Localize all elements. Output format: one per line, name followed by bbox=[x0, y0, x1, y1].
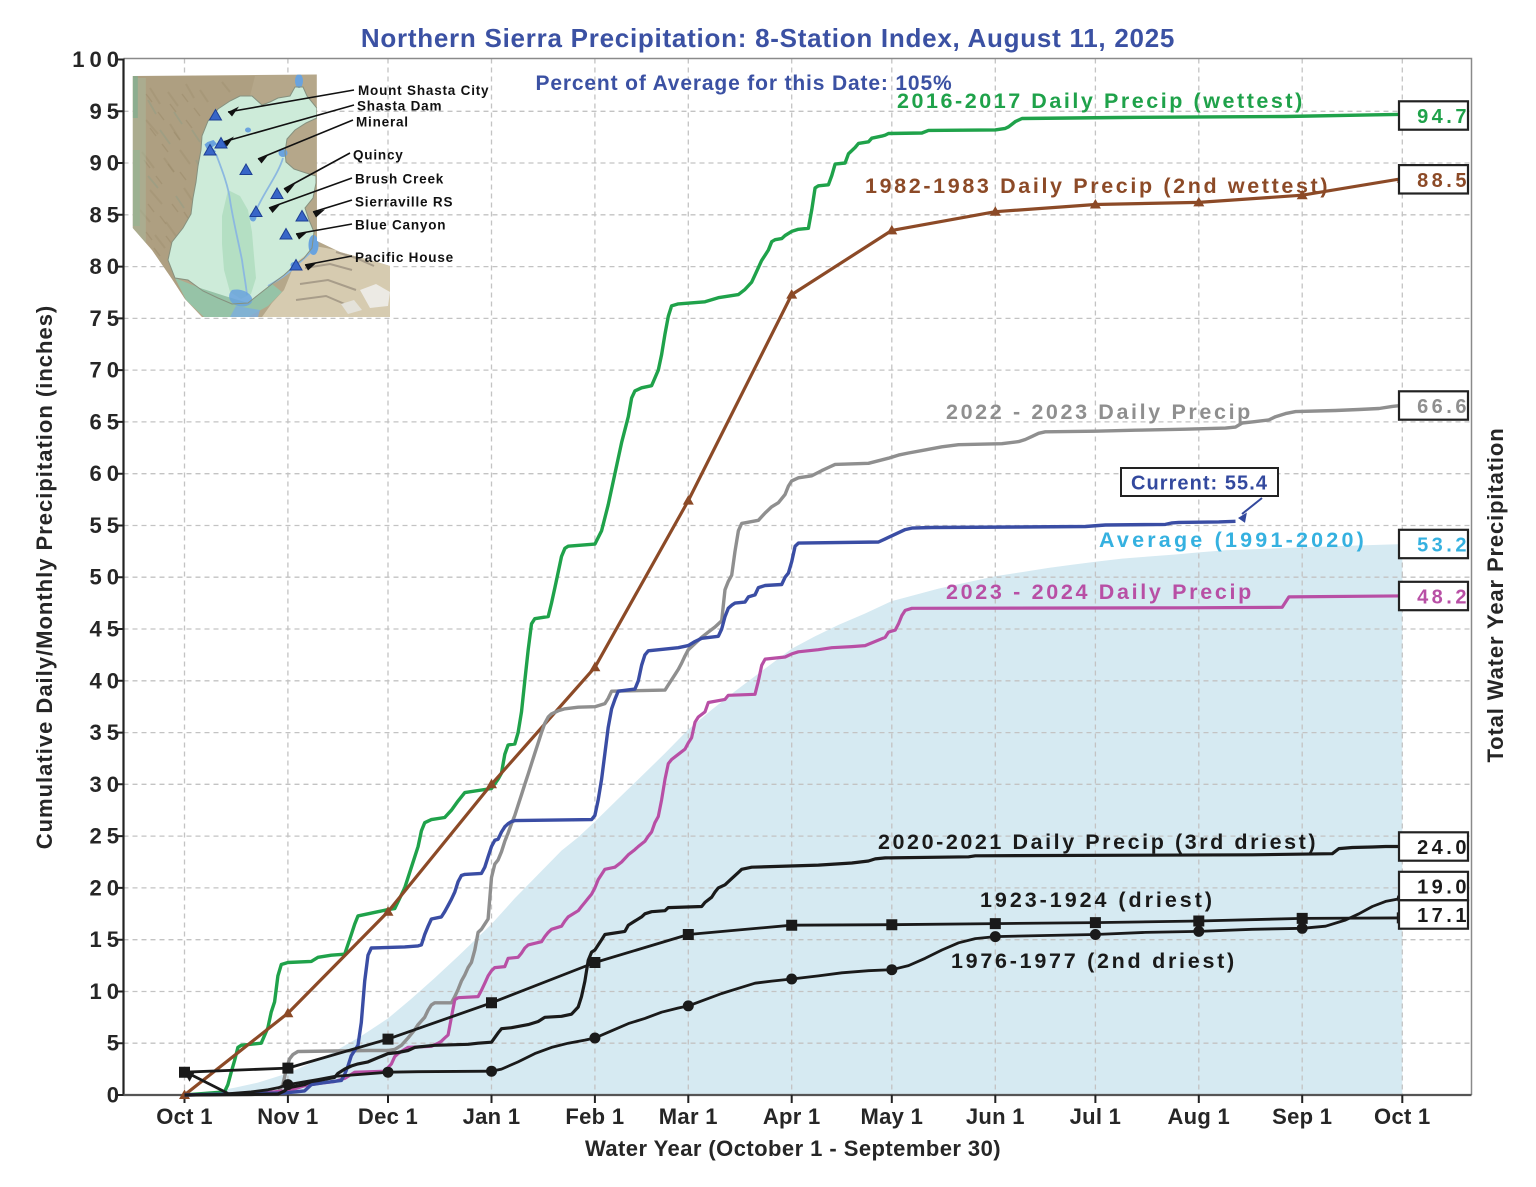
svg-text:Blue Canyon: Blue Canyon bbox=[355, 218, 446, 233]
svg-text:Current: 55.4: Current: 55.4 bbox=[1131, 473, 1268, 495]
svg-text:35: 35 bbox=[90, 720, 124, 745]
svg-text:90: 90 bbox=[90, 151, 124, 176]
svg-text:53.2: 53.2 bbox=[1417, 535, 1470, 557]
svg-text:Water Year (October 1 - Septem: Water Year (October 1 - September 30) bbox=[585, 1136, 1001, 1161]
svg-text:50: 50 bbox=[90, 565, 124, 590]
svg-text:Percent of Average for this Da: Percent of Average for this Date: 105% bbox=[535, 72, 952, 95]
svg-text:Quincy: Quincy bbox=[353, 148, 404, 163]
svg-text:Brush Creek: Brush Creek bbox=[355, 172, 444, 187]
svg-text:48.2: 48.2 bbox=[1417, 587, 1470, 609]
svg-text:95: 95 bbox=[90, 99, 124, 124]
svg-text:1923-1924 (driest): 1923-1924 (driest) bbox=[980, 888, 1215, 912]
svg-text:10: 10 bbox=[90, 979, 124, 1004]
svg-text:100: 100 bbox=[72, 47, 124, 72]
svg-text:15: 15 bbox=[90, 927, 124, 952]
svg-text:Shasta Dam: Shasta Dam bbox=[357, 99, 442, 114]
svg-text:Total Water Year Precipitation: Total Water Year Precipitation bbox=[1483, 427, 1508, 762]
svg-text:5: 5 bbox=[107, 1031, 124, 1056]
svg-text:Dec 1: Dec 1 bbox=[358, 1104, 418, 1129]
svg-text:Average (1991-2020): Average (1991-2020) bbox=[1099, 528, 1367, 552]
svg-text:88.5: 88.5 bbox=[1417, 170, 1470, 192]
svg-text:40: 40 bbox=[90, 668, 124, 693]
svg-text:94.7: 94.7 bbox=[1417, 106, 1470, 128]
svg-text:Jan 1: Jan 1 bbox=[463, 1104, 521, 1129]
svg-text:60: 60 bbox=[90, 461, 124, 486]
svg-text:Apr 1: Apr 1 bbox=[763, 1104, 821, 1129]
svg-text:75: 75 bbox=[90, 306, 124, 331]
svg-text:25: 25 bbox=[90, 824, 124, 849]
svg-text:20: 20 bbox=[90, 875, 124, 900]
svg-text:Pacific House: Pacific House bbox=[355, 250, 454, 265]
svg-text:17.1: 17.1 bbox=[1417, 905, 1470, 927]
svg-text:66.6: 66.6 bbox=[1417, 396, 1470, 418]
svg-text:2016-2017 Daily Precip (wettes: 2016-2017 Daily Precip (wettest) bbox=[897, 89, 1305, 113]
svg-text:Sep 1: Sep 1 bbox=[1272, 1104, 1332, 1129]
svg-text:Oct 1: Oct 1 bbox=[1374, 1104, 1431, 1129]
svg-text:2023 - 2024 Daily Precip: 2023 - 2024 Daily Precip bbox=[946, 580, 1254, 604]
svg-text:65: 65 bbox=[90, 409, 124, 434]
svg-text:Mount Shasta City: Mount Shasta City bbox=[358, 83, 489, 98]
svg-text:30: 30 bbox=[90, 772, 124, 797]
svg-text:Mar 1: Mar 1 bbox=[659, 1104, 718, 1129]
svg-text:85: 85 bbox=[90, 202, 124, 227]
svg-text:Sierraville RS: Sierraville RS bbox=[355, 195, 453, 210]
svg-text:Northern Sierra Precipitation:: Northern Sierra Precipitation: 8-Station… bbox=[361, 23, 1175, 53]
svg-text:1976-1977 (2nd driest): 1976-1977 (2nd driest) bbox=[951, 949, 1237, 973]
svg-text:Jul 1: Jul 1 bbox=[1070, 1104, 1122, 1129]
svg-text:Aug 1: Aug 1 bbox=[1167, 1104, 1230, 1129]
svg-text:19.0: 19.0 bbox=[1417, 877, 1470, 899]
svg-text:Cumulative Daily/Monthly Preci: Cumulative Daily/Monthly Precipitation (… bbox=[32, 305, 57, 850]
svg-text:0: 0 bbox=[107, 1083, 124, 1108]
svg-text:Mineral: Mineral bbox=[356, 115, 409, 130]
svg-text:Nov 1: Nov 1 bbox=[257, 1104, 318, 1129]
svg-text:55: 55 bbox=[90, 513, 124, 538]
svg-text:Jun 1: Jun 1 bbox=[966, 1104, 1025, 1129]
svg-text:24.0: 24.0 bbox=[1417, 837, 1470, 859]
svg-text:2020-2021 Daily Precip (3rd dr: 2020-2021 Daily Precip (3rd driest) bbox=[878, 830, 1318, 854]
svg-text:2022 - 2023 Daily Precip: 2022 - 2023 Daily Precip bbox=[946, 400, 1253, 424]
svg-text:May 1: May 1 bbox=[860, 1104, 923, 1129]
svg-text:80: 80 bbox=[90, 254, 124, 279]
svg-text:45: 45 bbox=[90, 617, 124, 642]
svg-text:Oct 1: Oct 1 bbox=[156, 1104, 213, 1129]
svg-text:1982-1983 Daily Precip (2nd we: 1982-1983 Daily Precip (2nd wettest) bbox=[865, 174, 1330, 198]
svg-text:70: 70 bbox=[90, 358, 124, 383]
svg-text:Feb 1: Feb 1 bbox=[565, 1104, 624, 1129]
